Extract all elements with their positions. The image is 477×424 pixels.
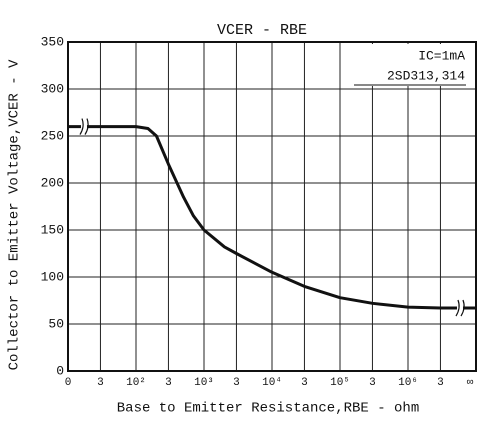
x-tick-label: 10⁵ (330, 377, 350, 389)
x-tick-label: 10⁶ (398, 377, 418, 389)
x-tick-label: 3 (165, 377, 172, 389)
x-tick-label: 10³ (194, 377, 214, 389)
y-tick-label: 200 (41, 175, 64, 190)
x-tick-label: ∞ (467, 377, 474, 389)
break-gap (457, 300, 463, 317)
y-tick-label: 0 (56, 363, 64, 378)
x-tick-label: 3 (437, 377, 444, 389)
x-tick-label: 3 (369, 377, 376, 389)
curve (68, 125, 476, 310)
annotation: IC=1mA (418, 48, 465, 63)
y-tick-label: 100 (41, 269, 64, 284)
break-mark (455, 299, 465, 317)
y-tick-label: 250 (41, 128, 64, 143)
x-tick-label: 0 (65, 377, 72, 389)
plot-frame (67, 41, 477, 372)
y-axis-label: Collector to Emitter Voltage,VCER - V (7, 59, 23, 370)
chart-title: VCER - RBE (217, 22, 307, 39)
x-axis-label: Base to Emitter Resistance,RBE - ohm (117, 401, 419, 417)
y-tick-label: 350 (41, 34, 64, 49)
y-tick-label: 50 (48, 316, 64, 331)
annotation-box (350, 44, 470, 86)
y-tick-label: 150 (41, 222, 64, 237)
y-tick-label: 300 (41, 81, 64, 96)
annotation: 2SD313,314 (387, 68, 465, 83)
break-gap (81, 118, 87, 135)
x-tick-label: 10⁴ (262, 377, 282, 389)
x-tick-label: 10² (126, 377, 146, 389)
x-tick-label: 3 (301, 377, 308, 389)
x-tick-label: 3 (233, 377, 240, 389)
break-mark (79, 118, 89, 135)
x-tick-label: 3 (97, 377, 104, 389)
